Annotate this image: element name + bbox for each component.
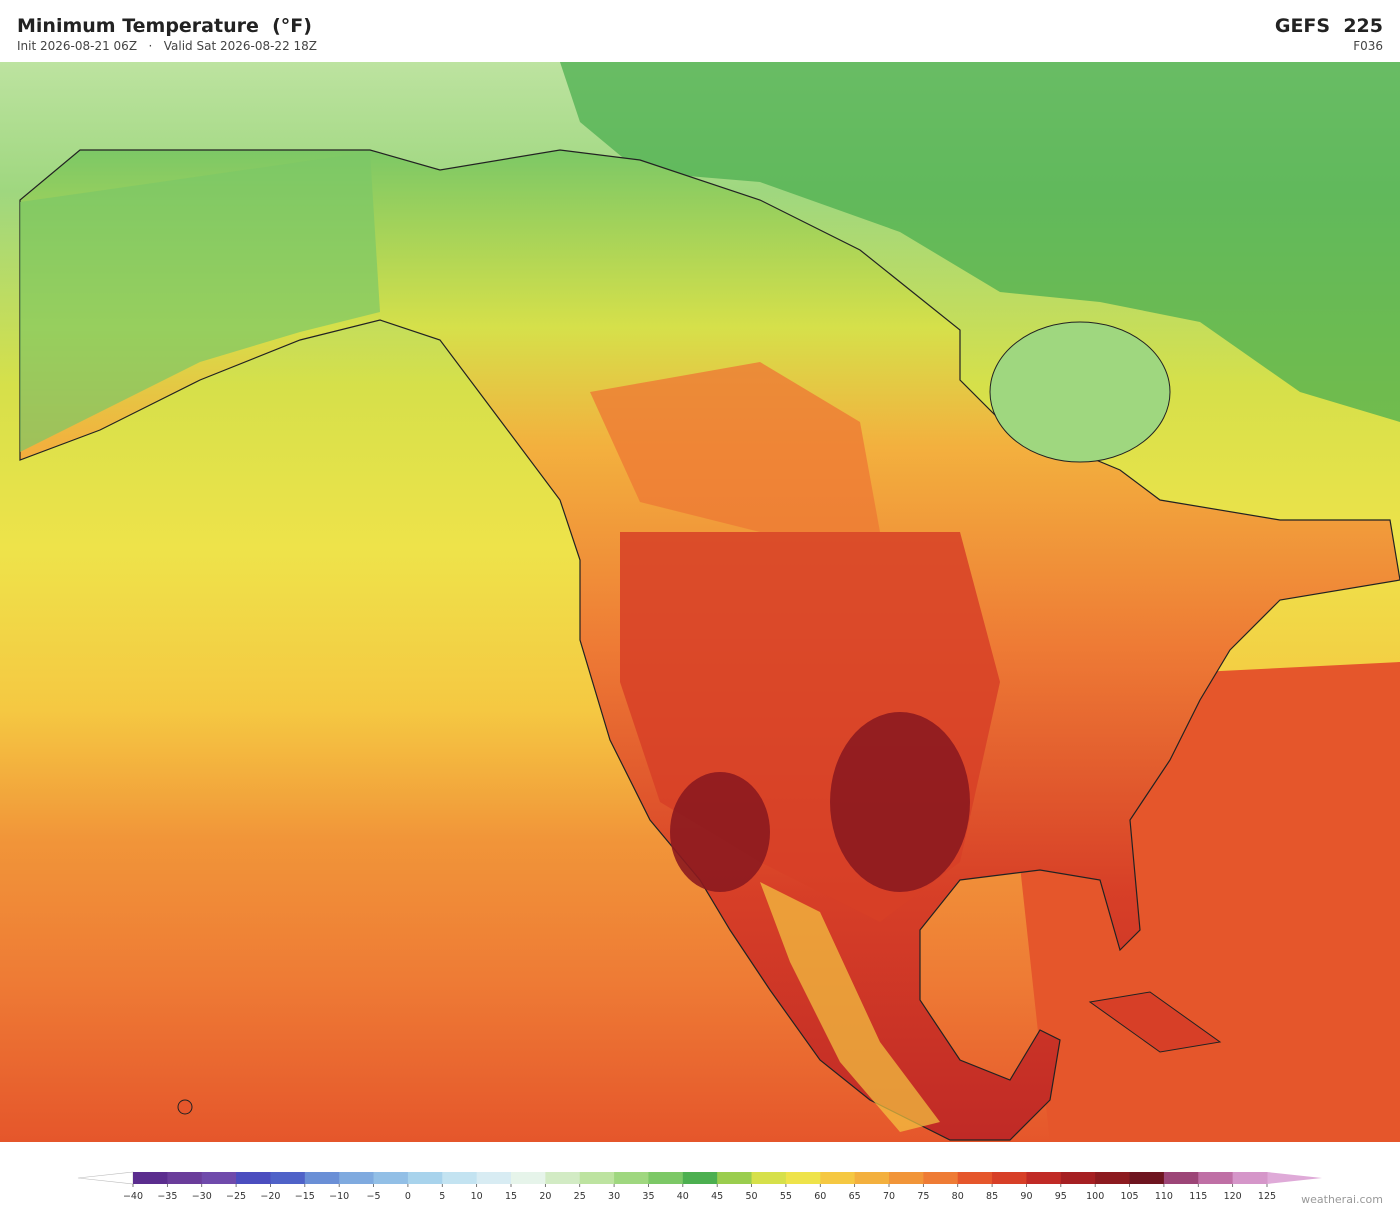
- colorbar-tick-label: 25: [574, 1191, 586, 1202]
- colorbar-bin: [545, 1172, 581, 1184]
- colorbar-bin: [751, 1172, 787, 1184]
- colorbar-tick-label: 60: [814, 1191, 826, 1202]
- colorbar-bin: [1095, 1172, 1131, 1184]
- colorbar-tick-label: 40: [677, 1191, 689, 1202]
- colorbar-tick-label: −5: [367, 1191, 381, 1202]
- mexico-plateau: [760, 882, 940, 1132]
- colorbar-bin: [614, 1172, 649, 1184]
- colorbar-tick-label: 105: [1120, 1191, 1138, 1202]
- colorbar-tick-label: −30: [192, 1191, 212, 1202]
- colorbar-bin: [133, 1172, 168, 1184]
- colorbar: −40 −35 −30 −25 −20 −15 −10 −5 0 5 10 15 20 25 30 35 40 4…: [77, 1171, 1322, 1202]
- colorbar-bin: [1129, 1172, 1165, 1184]
- colorbar-bin: [579, 1172, 615, 1184]
- forecast-hour: F036: [1353, 39, 1383, 53]
- colorbar-tick-label: 85: [986, 1191, 998, 1202]
- colorbar-tick-label: 20: [539, 1191, 551, 1202]
- colorbar-tick-label: 110: [1155, 1191, 1173, 1202]
- colorbar-over: [1267, 1172, 1322, 1184]
- colorbar-tick-label: 30: [608, 1191, 620, 1202]
- colorbar-tick-label: −25: [226, 1191, 246, 1202]
- colorbar-tick-label: 65: [849, 1191, 861, 1202]
- colorbar-bin: [339, 1172, 375, 1184]
- colorbar-tick-label: −20: [260, 1191, 280, 1202]
- colorbar-tick-label: 45: [711, 1191, 723, 1202]
- colorbar-tick-label: −35: [157, 1191, 177, 1202]
- colorbar-tick-label: 50: [745, 1191, 757, 1202]
- colorbar-tick-label: −10: [329, 1191, 349, 1202]
- colorbar-tick-label: 15: [505, 1191, 517, 1202]
- colorbar-bin: [236, 1172, 271, 1184]
- colorbar-tick-label: 10: [471, 1191, 483, 1202]
- colorbar-tick-label: 5: [439, 1191, 445, 1202]
- colorbar-tick-label: −15: [295, 1191, 315, 1202]
- colorbar-bin: [304, 1172, 340, 1184]
- colorbar-bin: [992, 1172, 1027, 1184]
- colorbar-bin: [167, 1172, 203, 1184]
- colorbar-bin: [682, 1172, 718, 1184]
- colorbar-tick-label: 0: [405, 1191, 411, 1202]
- arctic-land: [560, 62, 1400, 422]
- map-subtitle: Init 2026-08-21 06Z · Valid Sat 2026-08-…: [17, 39, 318, 53]
- colorbar-bin: [1232, 1172, 1268, 1184]
- colorbar-bin: [407, 1172, 443, 1184]
- colorbar-bin: [1026, 1172, 1062, 1184]
- colorbar-bin: [1163, 1172, 1199, 1184]
- credit: weatherai.com: [1301, 1193, 1383, 1206]
- alaska: [20, 152, 380, 452]
- colorbar-tick-label: 35: [642, 1191, 654, 1202]
- map: [0, 62, 1400, 1142]
- colorbar-bin: [717, 1172, 753, 1184]
- cuba: [1088, 991, 1222, 1053]
- colorbar-bin: [648, 1172, 684, 1184]
- colorbar-tick-label: −40: [123, 1191, 143, 1202]
- colorbar-under: [77, 1171, 134, 1185]
- colorbar-bin: [889, 1172, 924, 1184]
- colorbar-bin: [373, 1172, 409, 1184]
- colorbar-bin: [923, 1172, 959, 1184]
- colorbar-tick-label: 115: [1189, 1191, 1207, 1202]
- prairies-warm: [590, 362, 880, 532]
- colorbar-bin: [1060, 1172, 1096, 1184]
- colorbar-bin: [957, 1172, 993, 1184]
- colorbar-tick-label: 120: [1224, 1191, 1242, 1202]
- colorbar-tick-label: 70: [883, 1191, 895, 1202]
- colorbar-tick-label: 80: [952, 1191, 964, 1202]
- colorbar-bin: [820, 1172, 856, 1184]
- colorbar-bin: [476, 1172, 512, 1184]
- desert-core: [670, 772, 770, 892]
- colorbar-tick-label: 95: [1055, 1191, 1067, 1202]
- colorbar-bin: [270, 1172, 306, 1184]
- colorbar-tick-label: 55: [780, 1191, 792, 1202]
- colorbar-tick-label: 90: [1020, 1191, 1032, 1202]
- colorbar-bin: [511, 1172, 546, 1184]
- texas-core: [830, 712, 970, 892]
- colorbar-tick-label: 75: [917, 1191, 929, 1202]
- colorbar-bin: [442, 1172, 478, 1184]
- colorbar-bin: [854, 1172, 890, 1184]
- colorbar-bin: [1198, 1172, 1234, 1184]
- hawaii: [177, 1099, 193, 1115]
- map-title: Minimum Temperature (°F): [17, 15, 312, 37]
- colorbar-bin: [201, 1172, 237, 1184]
- colorbar-tick-label: 100: [1086, 1191, 1104, 1202]
- hudson-bay: [989, 321, 1171, 463]
- colorbar-bin: [785, 1172, 821, 1184]
- colorbar-tick-label: 125: [1258, 1191, 1276, 1202]
- model-label: GEFS 225: [1274, 15, 1383, 37]
